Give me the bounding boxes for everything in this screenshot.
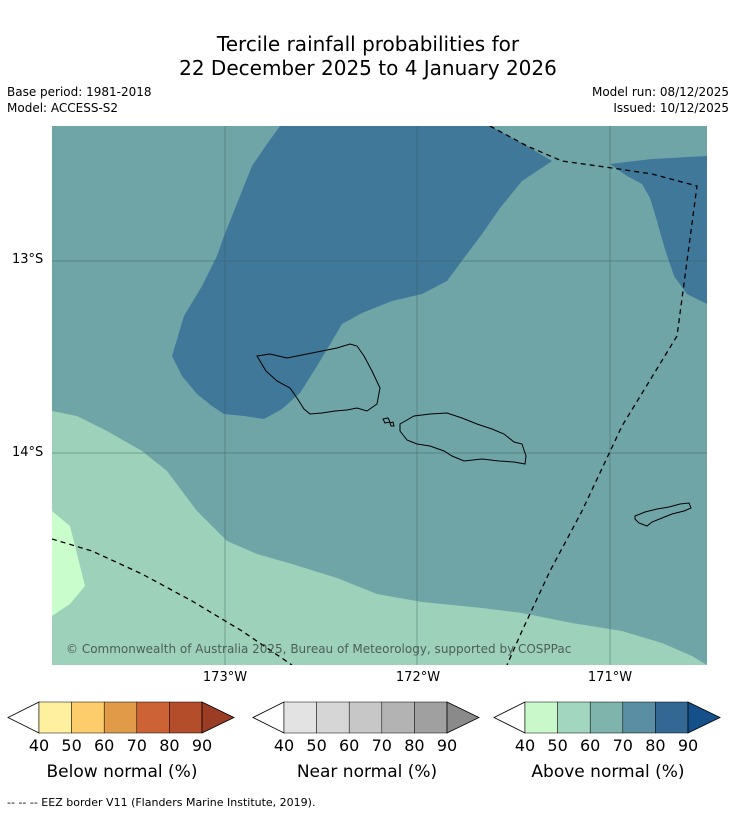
colorbar-below-cells	[7, 701, 235, 734]
above-cell-50	[557, 701, 591, 734]
below-tick-70: 70	[126, 736, 147, 755]
region-above-50	[52, 411, 707, 665]
model-name: Model: ACCESS-S2	[7, 101, 119, 115]
above-cell-40	[524, 701, 558, 734]
island-upolu	[399, 412, 527, 465]
below-cell-60	[103, 701, 138, 734]
below-tick-50: 50	[61, 736, 82, 755]
region-above-80-north	[172, 126, 552, 419]
issued-date: Issued: 10/12/2025	[613, 101, 729, 115]
near-tick-70: 70	[371, 736, 392, 755]
lon-label-171w: 171°W	[587, 670, 633, 685]
region-above-80-east	[610, 156, 707, 304]
near-tick-40: 40	[273, 736, 295, 755]
label-near-normal: Near normal (%)	[296, 762, 438, 782]
near-tick-60: 60	[339, 736, 360, 755]
near-tick-80: 80	[404, 736, 425, 755]
below-tick-80: 80	[159, 736, 180, 755]
colorbar-above-cells	[493, 701, 721, 734]
below-tick-60: 60	[94, 736, 115, 755]
lat-label-13s: 13°S	[12, 252, 44, 267]
colorbar-near-cells	[252, 701, 480, 734]
below-cell-70	[136, 701, 170, 734]
below-cell-80	[169, 701, 203, 734]
model-run: Model run: 08/12/2025	[591, 85, 729, 99]
label-below-normal: Below normal (%)	[46, 762, 198, 782]
near-tick-50: 50	[306, 736, 327, 755]
below-tick-90: 90	[191, 736, 213, 755]
above-cell-80	[655, 701, 689, 734]
near-cell-50	[316, 701, 350, 734]
above-tick-70: 70	[612, 736, 633, 755]
near-cell-40	[283, 701, 317, 734]
region-above-40	[52, 511, 85, 616]
eez-border	[52, 126, 698, 665]
colorbar-near	[252, 701, 480, 734]
near-high-extend	[446, 701, 480, 734]
above-tick-50: 50	[547, 736, 568, 755]
map-copyright: © Commonwealth of Australia 2025, Bureau…	[66, 642, 571, 656]
lat-label-14s: 14°S	[12, 445, 44, 460]
island-tutuila	[634, 502, 692, 527]
graticule	[52, 126, 707, 665]
above-tick-60: 60	[580, 736, 601, 755]
below-cell-50	[71, 701, 105, 734]
near-tick-90: 90	[436, 736, 458, 755]
above-tick-90: 90	[677, 736, 699, 755]
above-cell-70	[622, 701, 656, 734]
below-high-extend	[201, 701, 235, 734]
near-cell-70	[381, 701, 415, 734]
near-low-extend	[252, 701, 285, 734]
islet-apolima	[389, 421, 395, 427]
colorbar-above	[493, 701, 721, 734]
above-low-extend	[493, 701, 526, 734]
above-high-extend	[687, 701, 721, 734]
colorbar-below	[7, 701, 235, 734]
footnote-eez: -- -- -- EEZ border V11 (Flanders Marine…	[7, 796, 316, 809]
lon-label-173w: 173°W	[202, 670, 248, 685]
title-line-1: Tercile rainfall probabilities for	[216, 32, 520, 56]
lon-label-172w: 172°W	[395, 670, 441, 685]
island-savaii	[256, 343, 381, 415]
map-panel: © Commonwealth of Australia 2025, Bureau…	[52, 126, 707, 665]
base-period: Base period: 1981-2018	[7, 85, 152, 99]
title-line-2: 22 December 2025 to 4 January 2026	[179, 56, 557, 80]
below-low-extend	[7, 701, 40, 734]
above-tick-40: 40	[514, 736, 536, 755]
near-cell-80	[414, 701, 448, 734]
near-cell-60	[348, 701, 383, 734]
above-tick-80: 80	[645, 736, 666, 755]
label-above-normal: Above normal (%)	[531, 762, 685, 782]
islet-manono	[382, 417, 391, 424]
below-cell-40	[38, 701, 72, 734]
above-cell-60	[589, 701, 624, 734]
islands	[256, 343, 692, 527]
below-tick-40: 40	[28, 736, 50, 755]
